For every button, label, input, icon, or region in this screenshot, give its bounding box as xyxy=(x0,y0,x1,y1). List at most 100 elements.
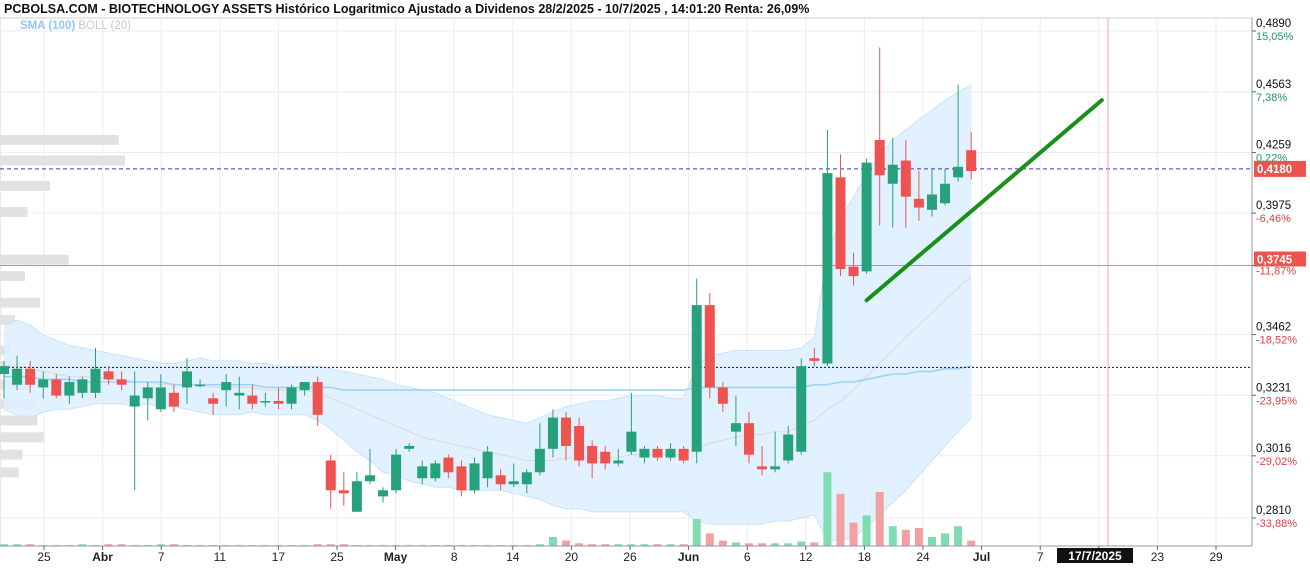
volume-bar xyxy=(666,544,675,546)
candle-up xyxy=(404,445,415,449)
x-tick-label: 23 xyxy=(1151,550,1165,564)
candle-up xyxy=(926,194,937,210)
candle-down xyxy=(743,423,754,455)
y-tick-label: 0,3016 xyxy=(1256,443,1291,455)
x-tick-label: 18 xyxy=(858,550,872,564)
x-tick-label: Abr xyxy=(92,550,113,564)
candle-down xyxy=(103,371,114,380)
candle-down xyxy=(247,395,258,404)
candle-up xyxy=(482,451,493,479)
candle-up xyxy=(391,454,402,491)
candle-down xyxy=(51,379,62,396)
candle-up xyxy=(783,434,794,461)
candle-down xyxy=(900,160,911,197)
candle-up xyxy=(887,164,898,184)
bollinger-upper-line xyxy=(3,84,972,424)
volume-bar xyxy=(156,544,165,546)
candle-up xyxy=(38,379,49,388)
candle-down xyxy=(338,490,349,494)
y-tick-label: 0,2810 xyxy=(1256,505,1291,517)
candle-up xyxy=(260,401,271,403)
candle-up xyxy=(940,183,951,204)
volume-bar xyxy=(836,493,845,546)
candle-down xyxy=(874,139,885,176)
x-tick-label: 29 xyxy=(1209,550,1223,564)
volume-bar xyxy=(914,528,923,546)
x-tick-label: Jul xyxy=(973,550,990,564)
x-tick-label: 6 xyxy=(744,550,751,564)
volume-bar xyxy=(771,543,780,546)
volume-bar xyxy=(954,526,963,546)
y-tick-percent: -33,88% xyxy=(1256,518,1297,530)
y-tick-label: 0,4563 xyxy=(1256,79,1291,91)
volume-bar xyxy=(601,544,610,546)
volume-bar xyxy=(640,544,649,546)
volume-bar xyxy=(810,542,819,546)
volume-bar xyxy=(744,543,753,546)
volume-bar xyxy=(862,515,871,546)
volume-bar xyxy=(575,543,584,546)
candle-down xyxy=(325,460,336,491)
candle-down xyxy=(704,305,715,388)
x-tick-label: 20 xyxy=(565,550,579,564)
volume-bar xyxy=(797,541,806,546)
candle-up xyxy=(64,382,75,396)
sma100-line xyxy=(4,365,972,391)
candle-down xyxy=(678,448,689,461)
candle-up xyxy=(195,384,206,387)
volume-profile-bar xyxy=(0,467,19,478)
x-tick-label: 26 xyxy=(623,550,637,564)
current-price-tag xyxy=(1254,160,1306,177)
candle-up xyxy=(626,431,637,452)
volume-bar xyxy=(614,544,623,546)
candle-down xyxy=(913,198,924,208)
candle-up xyxy=(286,387,297,404)
candle-up xyxy=(691,305,702,452)
volume-profile-bar xyxy=(0,271,25,282)
legend-sma: SMA (100) xyxy=(20,20,76,32)
candle-down xyxy=(443,457,454,473)
candle-down xyxy=(312,382,323,415)
candle-up xyxy=(430,463,441,479)
candle-down xyxy=(208,398,219,404)
volume-bar xyxy=(313,544,322,546)
bollinger-band xyxy=(4,84,972,541)
volume-bar xyxy=(169,544,178,546)
volume-bar xyxy=(13,544,22,546)
candle-up xyxy=(90,368,101,393)
candle-down xyxy=(273,401,284,404)
x-tick-label: Jun xyxy=(678,550,699,564)
candle-down xyxy=(561,417,572,446)
volume-profile-bar xyxy=(0,155,125,166)
candle-up xyxy=(796,366,807,452)
candle-up xyxy=(521,472,532,485)
y-tick-percent: 15,05% xyxy=(1256,31,1294,43)
volume-bar xyxy=(26,544,35,546)
candle-down xyxy=(25,368,36,385)
volume-bar xyxy=(705,533,714,546)
volume-bar xyxy=(927,537,936,546)
volume-bar xyxy=(339,544,348,546)
candle-up xyxy=(547,417,558,449)
candle-up xyxy=(508,481,519,485)
volume-bar xyxy=(967,540,976,546)
resistance-price-label: 0,3745 xyxy=(1257,255,1293,267)
y-tick-label: 0,3975 xyxy=(1256,200,1291,212)
y-tick-label: 0,3231 xyxy=(1256,382,1291,394)
candle-up xyxy=(0,366,9,375)
volume-bar xyxy=(849,522,858,546)
candle-down xyxy=(574,426,585,461)
candle-up xyxy=(730,423,741,432)
candle-up xyxy=(378,490,389,497)
candle-down xyxy=(495,475,506,485)
volume-profile-bar xyxy=(0,134,119,145)
candle-up xyxy=(639,448,650,458)
current-price-label: 0,4180 xyxy=(1257,164,1292,176)
volume-bar xyxy=(0,544,8,546)
candle-down xyxy=(600,451,611,464)
y-tick-percent: -6,46% xyxy=(1256,213,1291,225)
trend-line xyxy=(864,98,1104,303)
x-tick-label: May xyxy=(384,550,408,564)
legend-boll: BOLL (20) xyxy=(78,20,132,32)
